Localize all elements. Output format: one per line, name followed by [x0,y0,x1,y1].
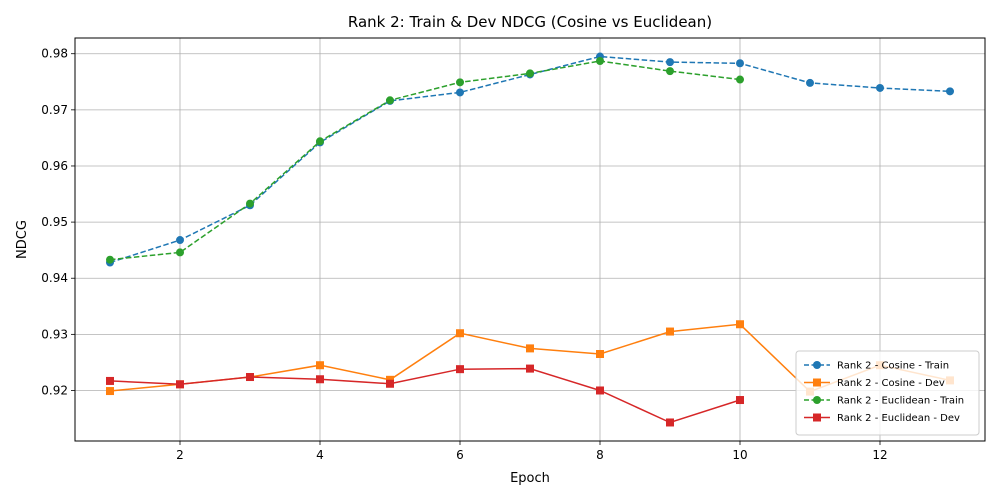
data-point [386,379,394,388]
data-point [736,59,744,68]
legend-swatch-marker [813,378,821,387]
y-tick-label: 0.93 [41,327,68,341]
data-point [456,365,464,374]
series-layer [106,52,954,427]
y-axis-label: NDCG [15,220,30,259]
legend-label: Rank 2 - Cosine - Dev [837,378,945,389]
data-point [316,361,324,370]
legend-swatch-marker [813,413,821,422]
data-point [526,344,534,353]
data-point [736,320,744,329]
x-tick-label: 8 [596,448,604,462]
data-point [666,327,674,336]
data-point [106,376,114,385]
data-point [736,75,744,84]
data-point [176,248,184,257]
x-tick-label: 4 [316,448,324,462]
data-point [596,386,604,395]
chart-title: Rank 2: Train & Dev NDCG (Cosine vs Eucl… [348,13,712,31]
series-line [109,60,741,261]
data-point [526,364,534,373]
data-point [596,350,604,359]
data-point [876,83,884,92]
data-point [176,236,184,245]
legend-label: Rank 2 - Euclidean - Train [837,396,964,407]
legend-item: Rank 2 - Euclidean - Train [804,396,964,407]
y-tick-label: 0.97 [41,103,68,117]
legend-swatch-marker [813,361,821,369]
data-point [106,255,114,264]
legend-item: Rank 2 - Cosine - Dev [804,378,945,389]
legend-box [795,350,980,436]
series-rank-2-cosine-train [106,52,954,267]
grid [75,38,985,441]
plot-frame [74,37,986,442]
y-tick-label: 0.92 [41,383,68,397]
legend-item: Rank 2 - Cosine - Train [804,361,949,372]
series-rank-2-euclidean-dev [106,364,744,427]
x-axis-label: Epoch [510,471,550,486]
legend-swatch-marker [813,396,821,404]
x-tick-label: 6 [456,448,464,462]
y-tick-label: 0.94 [41,271,68,285]
x-tick-label: 12 [872,448,887,462]
data-point [736,396,744,405]
data-point [316,375,324,384]
x-tick-label: 2 [176,448,184,462]
legend-label: Rank 2 - Cosine - Train [837,361,949,372]
data-point [666,58,674,67]
data-point [666,418,674,427]
series-line [109,367,741,424]
series-rank-2-euclidean-train [106,57,744,264]
y-tick-label: 0.95 [41,215,68,229]
y-tick-label: 0.96 [41,159,68,173]
data-point [176,380,184,389]
data-point [596,57,604,66]
data-point [666,67,674,76]
data-point [246,199,254,208]
legend-item: Rank 2 - Euclidean - Dev [804,413,960,424]
data-point [386,96,394,105]
data-point [456,88,464,97]
data-point [316,137,324,146]
legend-label: Rank 2 - Euclidean - Dev [837,413,960,424]
axis-ticks: 2 4 6 8 10 12 0.92 0.93 0.94 0.95 0.96 0.97 0.98 [41,47,887,462]
data-point [246,373,254,382]
series-line [109,55,951,264]
y-tick-label: 0.98 [41,47,68,61]
data-point [456,329,464,338]
x-tick-label: 10 [732,448,747,462]
legend: Rank 2 - Cosine - Train Rank 2 - Cosine -… [795,350,980,436]
data-point [806,78,814,87]
data-point [106,387,114,396]
data-point [526,69,534,78]
data-point [456,78,464,87]
data-point [946,87,954,96]
